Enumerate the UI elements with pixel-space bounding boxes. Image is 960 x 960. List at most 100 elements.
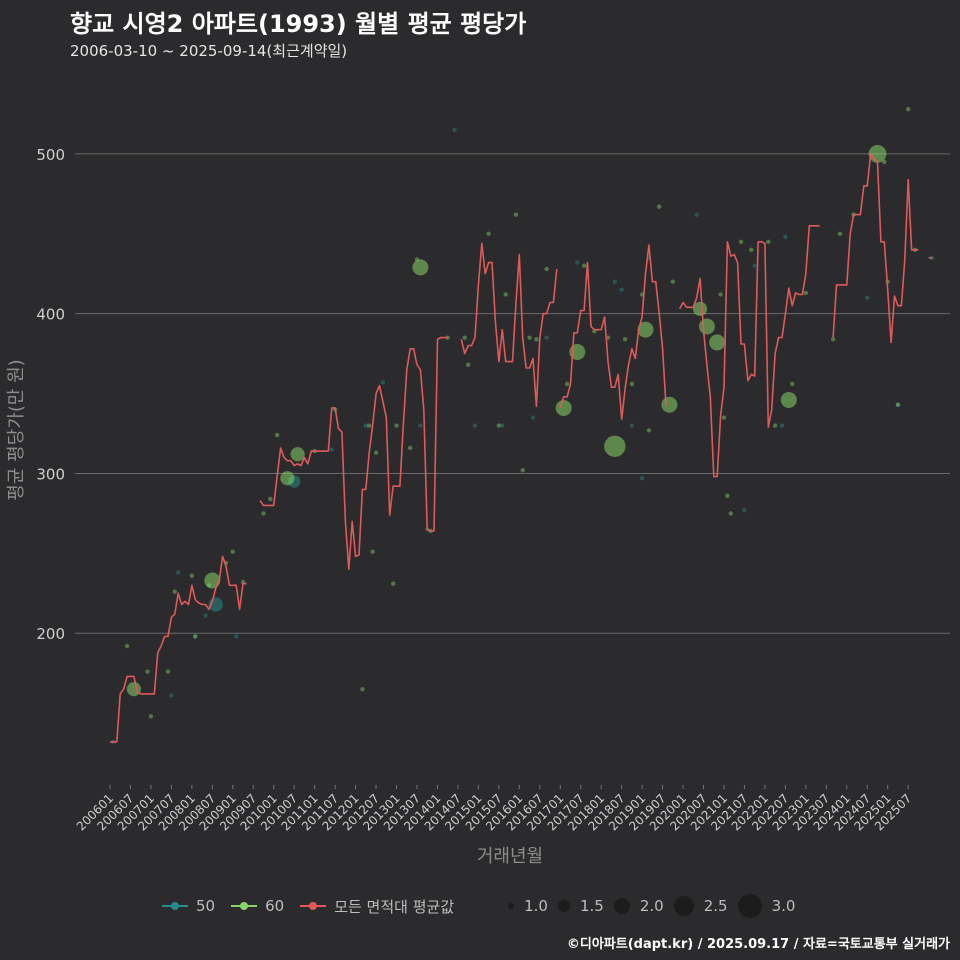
point-60 bbox=[268, 496, 273, 502]
point-60 bbox=[407, 445, 413, 451]
size-label: 3.0 bbox=[771, 897, 796, 915]
size-dot bbox=[737, 894, 762, 918]
point-60 bbox=[360, 686, 365, 692]
chart-canvas: 2003004005002006012006072007012007072008… bbox=[6, 106, 950, 867]
point-50 bbox=[472, 423, 478, 428]
point-60 bbox=[698, 318, 715, 335]
point-60 bbox=[486, 231, 491, 236]
legend-key-60 bbox=[229, 896, 259, 916]
point-60 bbox=[513, 212, 519, 217]
point-50 bbox=[452, 127, 457, 133]
point-60 bbox=[604, 435, 626, 457]
y-tick-label: 200 bbox=[36, 625, 65, 643]
point-60 bbox=[394, 423, 399, 428]
point-50 bbox=[176, 570, 181, 575]
chart-title: 향교 시영2 아파트(1993) 월별 평균 평당가 bbox=[70, 10, 527, 38]
size-label: 1.5 bbox=[579, 897, 604, 915]
point-50 bbox=[363, 423, 369, 428]
point-50 bbox=[895, 402, 901, 407]
point-50 bbox=[500, 423, 505, 428]
point-60 bbox=[882, 159, 887, 165]
point-50 bbox=[418, 423, 423, 428]
footer-credit: ©디아파트(dapt.kr) / 2025.09.17 / 자료=국토교통부 실… bbox=[566, 937, 950, 952]
point-60 bbox=[693, 301, 708, 316]
point-60 bbox=[496, 423, 502, 428]
point-60 bbox=[367, 423, 372, 428]
point-60 bbox=[274, 432, 280, 438]
point-60 bbox=[749, 247, 754, 252]
point-60 bbox=[646, 428, 652, 433]
point-60 bbox=[709, 334, 726, 351]
point-60 bbox=[905, 106, 911, 112]
point-60 bbox=[145, 669, 150, 674]
point-60 bbox=[656, 204, 662, 209]
point-60 bbox=[373, 450, 379, 455]
point-60 bbox=[622, 337, 628, 342]
point-50 bbox=[193, 634, 198, 639]
average-line-segment bbox=[832, 153, 919, 344]
legend-label-60: 60 bbox=[265, 897, 285, 915]
size-dot bbox=[613, 898, 630, 914]
point-60 bbox=[766, 239, 771, 244]
point-60 bbox=[390, 581, 396, 586]
point-60 bbox=[172, 589, 178, 594]
point-60 bbox=[261, 511, 266, 516]
point-60 bbox=[780, 391, 797, 408]
average-line-segment bbox=[110, 555, 247, 743]
average-line-segment bbox=[259, 336, 448, 571]
point-60 bbox=[230, 549, 235, 554]
point-60 bbox=[790, 381, 795, 387]
y-tick-label: 400 bbox=[36, 306, 65, 324]
point-60 bbox=[527, 335, 532, 340]
size-dot bbox=[673, 896, 694, 916]
point-60 bbox=[728, 511, 734, 516]
legend-item-50: 50 bbox=[160, 896, 215, 916]
point-60 bbox=[725, 493, 730, 499]
y-tick-label: 500 bbox=[36, 146, 65, 164]
point-60 bbox=[718, 292, 723, 297]
point-50 bbox=[544, 335, 549, 340]
point-60 bbox=[721, 415, 727, 420]
point-60 bbox=[503, 292, 508, 297]
point-60 bbox=[803, 290, 809, 296]
size-legend-item: 2.5 bbox=[673, 896, 728, 916]
point-60 bbox=[837, 231, 843, 236]
average-line-segment bbox=[460, 242, 558, 408]
average-line-segment bbox=[559, 244, 667, 420]
point-50 bbox=[203, 613, 208, 618]
point-50 bbox=[329, 447, 334, 452]
point-60 bbox=[124, 643, 130, 649]
point-60 bbox=[555, 399, 572, 416]
size-label: 1.0 bbox=[524, 897, 548, 915]
point-60 bbox=[412, 259, 429, 276]
point-50 bbox=[619, 287, 624, 292]
point-60 bbox=[148, 714, 154, 719]
point-60 bbox=[661, 396, 678, 413]
point-50 bbox=[783, 234, 788, 240]
legend: 50 60 모든 면적대 평균값 1.0 1.5 2.0 2.5 3.0 bbox=[160, 894, 805, 918]
point-60 bbox=[670, 279, 676, 284]
point-50 bbox=[865, 295, 870, 300]
point-50 bbox=[612, 279, 618, 284]
point-60 bbox=[772, 423, 778, 428]
legend-item-60: 60 bbox=[229, 896, 284, 916]
legend-key-50 bbox=[160, 896, 190, 916]
size-legend-item: 2.0 bbox=[613, 897, 664, 915]
point-50 bbox=[694, 212, 699, 217]
point-60 bbox=[738, 239, 744, 244]
size-legend-item: 1.0 bbox=[508, 897, 548, 915]
legend-item-average: 모든 면적대 평균값 bbox=[298, 896, 454, 917]
point-50 bbox=[779, 423, 785, 428]
point-60 bbox=[564, 381, 570, 387]
point-60 bbox=[370, 549, 375, 554]
size-label: 2.5 bbox=[703, 897, 728, 915]
y-tick-label: 300 bbox=[36, 465, 65, 483]
legend-label-average: 모든 면적대 평균값 bbox=[334, 897, 455, 916]
point-60 bbox=[280, 471, 295, 486]
size-dot bbox=[557, 900, 570, 912]
point-50 bbox=[234, 634, 239, 639]
point-50 bbox=[380, 380, 386, 385]
size-legend-item: 1.5 bbox=[557, 897, 604, 915]
point-60 bbox=[165, 669, 171, 674]
point-60 bbox=[544, 266, 549, 272]
